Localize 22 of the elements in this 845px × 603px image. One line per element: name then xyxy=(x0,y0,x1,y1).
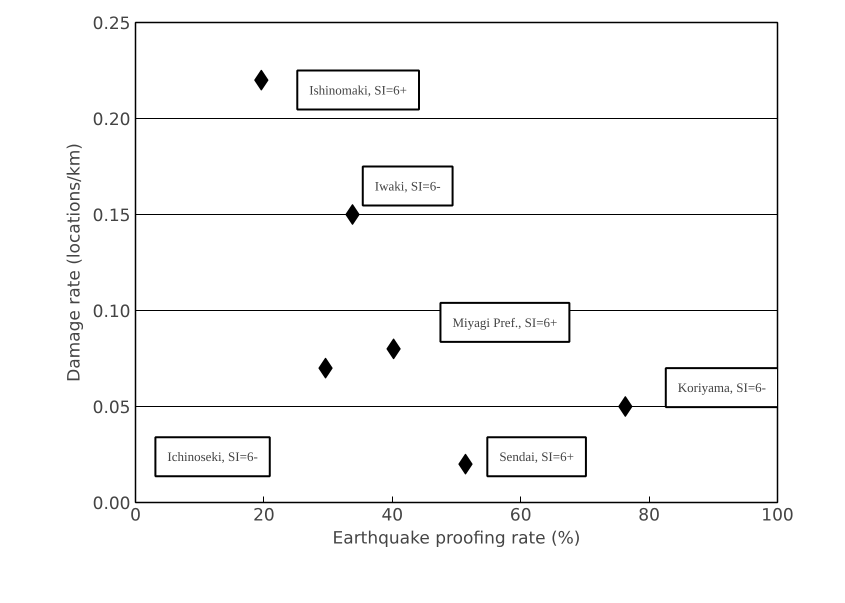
x-tick-label: 100 xyxy=(761,506,794,526)
y-axis-title: Damage rate (locations/km) xyxy=(64,143,85,382)
annotation: Sendai, SI=6+ xyxy=(499,449,574,464)
y-tick-label: 0.25 xyxy=(92,14,131,34)
x-tick-label: 60 xyxy=(510,506,532,526)
annotation: Ishinomaki, SI=6+ xyxy=(309,82,408,98)
annotation: Koriyama, SI=6- xyxy=(678,380,766,396)
x-tick-label: 0 xyxy=(130,506,141,526)
x-tick-label: 20 xyxy=(253,506,275,526)
point xyxy=(618,396,633,417)
point xyxy=(345,204,360,225)
x-axis-title: Earthquake proofing rate (%) xyxy=(332,528,580,548)
y-tick-label: 0.05 xyxy=(92,398,131,418)
x-tick-label: 40 xyxy=(381,506,404,526)
y-tick-label: 0.10 xyxy=(92,302,131,322)
y-tick-label: 0.00 xyxy=(92,494,131,514)
y-tick-label: 0.20 xyxy=(92,110,131,130)
annotation: Ichinoseki, SI=6- xyxy=(167,449,258,464)
y-tick-label: 0.15 xyxy=(92,206,131,226)
annotation: Iwaki, SI=6- xyxy=(374,178,441,194)
annotation: Miyagi Pref., SI=6+ xyxy=(452,314,558,330)
x-tick-label: 80 xyxy=(638,506,660,526)
